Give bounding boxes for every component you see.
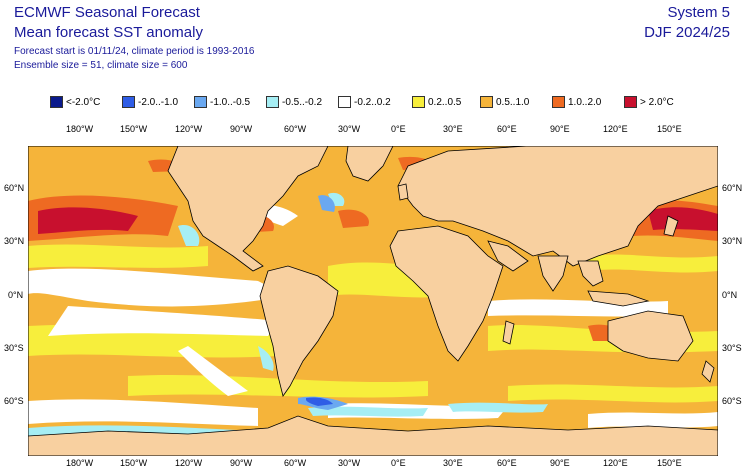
legend-swatch bbox=[266, 96, 279, 108]
anomaly-minus-2.0-1.0 bbox=[306, 397, 333, 406]
anomaly-above-2.0 bbox=[38, 206, 718, 234]
legend-label: -0.2..0.2 bbox=[354, 96, 391, 108]
legend-swatch bbox=[50, 96, 63, 108]
lon-tick-top: 120°W bbox=[175, 124, 203, 134]
legend-item: 1.0..2.0 bbox=[552, 94, 601, 110]
legend-label: 0.5..1.0 bbox=[496, 96, 530, 108]
lat-tick-left: 0°N bbox=[8, 290, 24, 300]
lat-tick-left: 60°N bbox=[4, 183, 25, 193]
legend-label: -0.5..-0.2 bbox=[282, 96, 323, 108]
legend-swatch bbox=[624, 96, 637, 108]
legend-swatch bbox=[552, 96, 565, 108]
forecast-title: ECMWF Seasonal Forecast bbox=[14, 4, 200, 21]
legend-item: > 2.0°C bbox=[624, 94, 674, 110]
legend-label: 0.2..0.5 bbox=[428, 96, 462, 108]
lat-tick-left: 60°S bbox=[4, 396, 24, 406]
legend-item: -0.2..0.2 bbox=[338, 94, 391, 110]
lat-tick-left: 30°N bbox=[4, 236, 25, 246]
forecast-subtitle: Mean forecast SST anomaly bbox=[14, 24, 203, 41]
lon-tick-top: 60°W bbox=[284, 124, 307, 134]
legend-item: -1.0..-0.5 bbox=[194, 94, 250, 110]
legend-label: <-2.0°C bbox=[66, 96, 101, 108]
lon-tick-bottom: 120°E bbox=[603, 458, 628, 468]
legend-swatch bbox=[412, 96, 425, 108]
lon-tick-bottom: 0°E bbox=[391, 458, 406, 468]
lon-tick-top: 60°E bbox=[497, 124, 517, 134]
legend-label: > 2.0°C bbox=[640, 96, 674, 108]
lon-tick-top: 150°W bbox=[120, 124, 148, 134]
lon-tick-bottom: 30°W bbox=[338, 458, 361, 468]
lon-tick-top: 150°E bbox=[657, 124, 682, 134]
lon-tick-top: 180°W bbox=[66, 124, 94, 134]
legend-label: -2.0..-1.0 bbox=[138, 96, 179, 108]
legend-label: 1.0..2.0 bbox=[568, 96, 602, 108]
lon-tick-bottom: 60°E bbox=[497, 458, 517, 468]
legend-label: -1.0..-0.5 bbox=[210, 96, 251, 108]
lat-tick-right: 30°S bbox=[722, 343, 742, 353]
lon-tick-top: 30°E bbox=[443, 124, 463, 134]
lat-tick-right: 0°N bbox=[722, 290, 738, 300]
lon-tick-bottom: 90°E bbox=[550, 458, 570, 468]
lon-tick-bottom: 30°E bbox=[443, 458, 463, 468]
legend-swatch bbox=[338, 96, 351, 108]
lon-tick-top: 0°E bbox=[391, 124, 406, 134]
lon-tick-bottom: 150°W bbox=[120, 458, 148, 468]
legend-swatch bbox=[122, 96, 135, 108]
lon-tick-bottom: 90°W bbox=[230, 458, 253, 468]
lon-tick-bottom: 120°W bbox=[175, 458, 203, 468]
ensemble-info: Ensemble size = 51, climate size = 600 bbox=[14, 60, 188, 71]
legend-item: <-2.0°C bbox=[50, 94, 100, 110]
lon-tick-bottom: 60°W bbox=[284, 458, 307, 468]
legend-swatch bbox=[480, 96, 493, 108]
system-label: System 5 bbox=[667, 4, 730, 21]
lat-tick-right: 60°N bbox=[722, 183, 743, 193]
legend-item: 0.5..1.0 bbox=[480, 94, 529, 110]
lon-tick-bottom: 150°E bbox=[657, 458, 682, 468]
legend-swatch bbox=[194, 96, 207, 108]
season-label: DJF 2024/25 bbox=[644, 24, 730, 41]
lon-tick-bottom: 180°W bbox=[66, 458, 94, 468]
lat-tick-left: 30°S bbox=[4, 343, 24, 353]
legend-item: 0.2..0.5 bbox=[412, 94, 461, 110]
land-masses bbox=[28, 146, 718, 456]
lon-tick-top: 120°E bbox=[603, 124, 628, 134]
legend-item: -0.5..-0.2 bbox=[266, 94, 322, 110]
lon-tick-top: 90°E bbox=[550, 124, 570, 134]
lon-tick-top: 90°W bbox=[230, 124, 253, 134]
forecast-start-info: Forecast start is 01/11/24, climate peri… bbox=[14, 46, 255, 57]
legend-item: -2.0..-1.0 bbox=[122, 94, 178, 110]
lon-tick-top: 30°W bbox=[338, 124, 361, 134]
lat-tick-right: 30°N bbox=[722, 236, 743, 246]
sst-anomaly-map bbox=[28, 146, 718, 456]
lat-tick-right: 60°S bbox=[722, 396, 742, 406]
